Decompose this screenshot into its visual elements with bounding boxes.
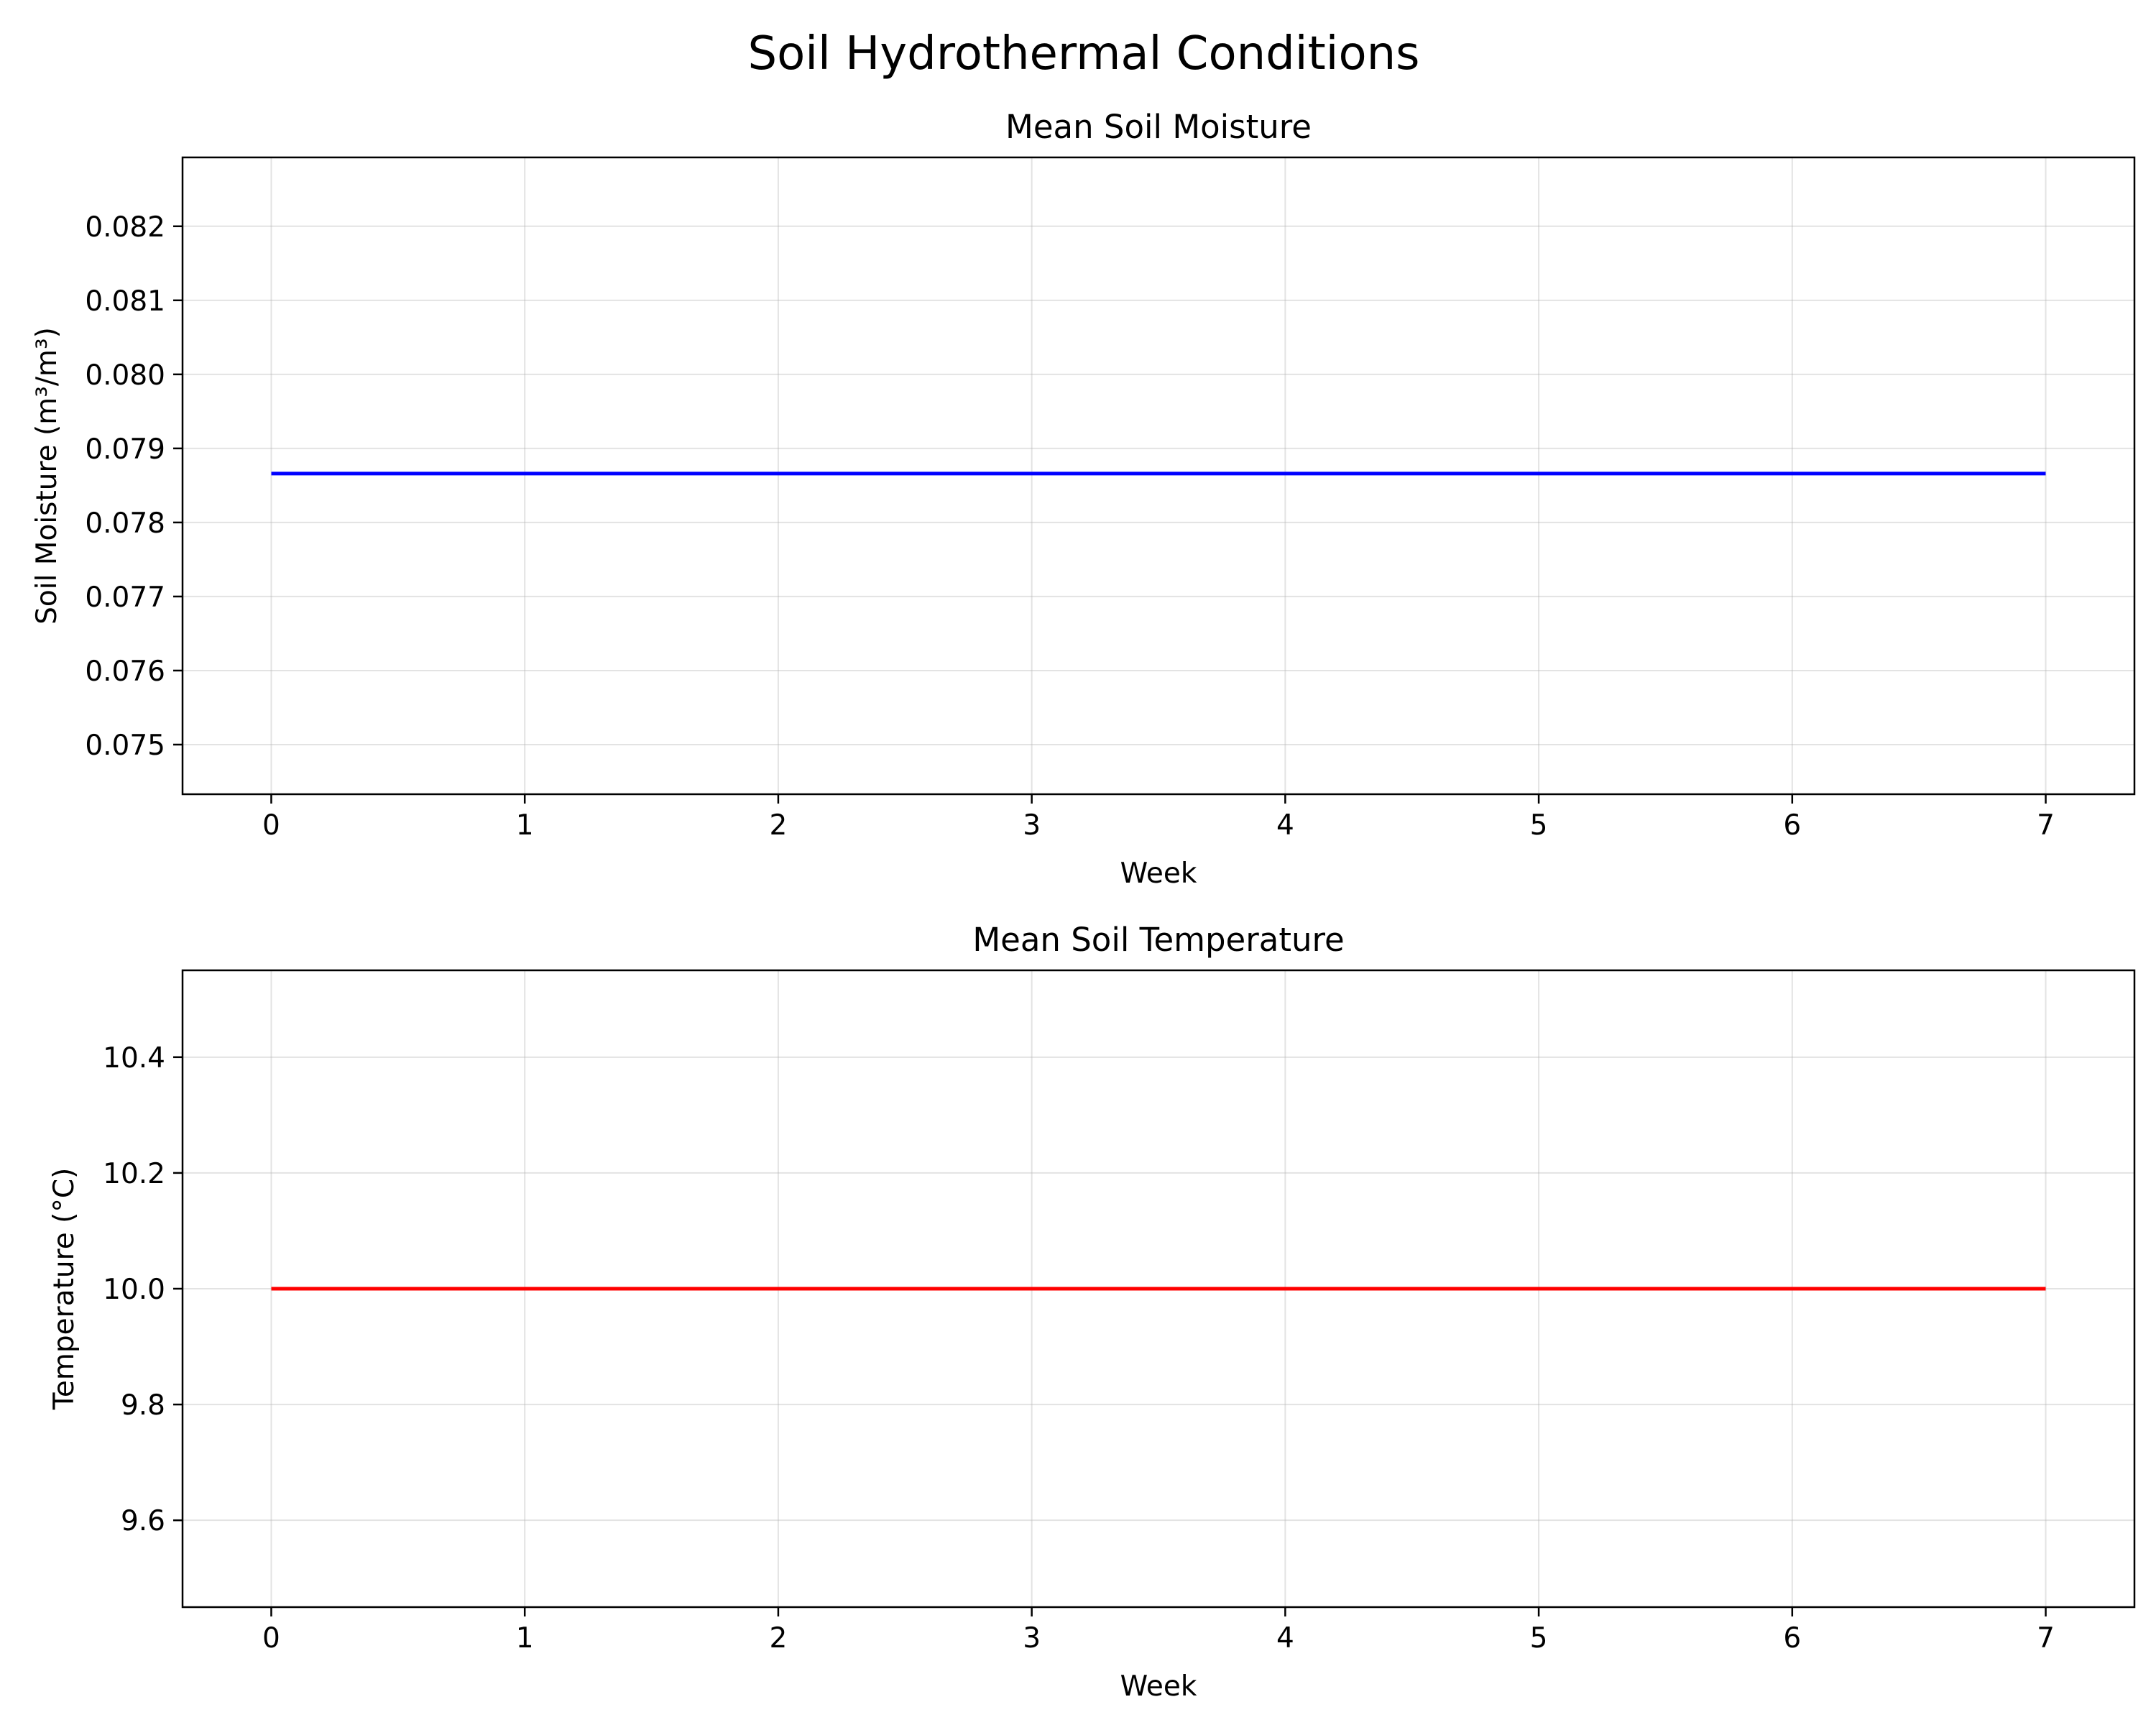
moisture-y-tick-label: 0.076 <box>85 656 165 688</box>
temperature-x-tick-label: 3 <box>1023 1622 1041 1655</box>
temperature-x-tick-label: 0 <box>262 1622 280 1655</box>
moisture-x-tick-label: 6 <box>1783 809 1801 842</box>
moisture-y-tick-label: 0.080 <box>85 359 165 392</box>
moisture-y-tick-label: 0.079 <box>85 433 165 466</box>
temperature-y-tick-label: 9.8 <box>121 1389 165 1422</box>
soil-moisture-chart: 0 1 2 3 4 5 6 7 0.075 0.076 0.077 0.078 0.079 0.080 0.… <box>31 108 2136 890</box>
temperature-x-tick-label: 6 <box>1783 1622 1801 1655</box>
temperature-x-tick-label: 7 <box>2037 1622 2055 1655</box>
moisture-y-tick-label: 0.081 <box>85 285 165 318</box>
figure-title: Soil Hydrothermal Conditions <box>747 27 1419 80</box>
moisture-y-tick-label: 0.077 <box>85 581 165 614</box>
moisture-y-tick-label: 0.082 <box>85 211 165 244</box>
temperature-y-tick-label: 10.2 <box>103 1158 165 1190</box>
moisture-x-tick-label: 4 <box>1276 809 1294 842</box>
moisture-x-axis-label: Week <box>1120 857 1197 890</box>
moisture-x-tick-label: 3 <box>1023 809 1041 842</box>
moisture-chart-title: Mean Soil Moisture <box>1005 108 1312 146</box>
moisture-x-tick-label: 0 <box>262 809 280 842</box>
temperature-y-tick-label: 10.0 <box>103 1274 165 1306</box>
moisture-x-tick-label: 5 <box>1530 809 1548 842</box>
moisture-x-tick-label: 1 <box>516 809 534 842</box>
temperature-y-tick-label: 10.4 <box>103 1042 165 1075</box>
temperature-y-axis-label: Temperature (°C) <box>48 1168 80 1411</box>
moisture-y-tick-label: 0.075 <box>85 730 165 762</box>
moisture-grid <box>183 157 2134 794</box>
moisture-y-tick-label: 0.078 <box>85 507 165 540</box>
temperature-x-tick-label: 2 <box>769 1622 787 1655</box>
soil-temperature-chart: 0 1 2 3 4 5 6 7 9.6 9.8 10.0 10.2 10.4 Mean Soil Tem… <box>48 921 2136 1703</box>
moisture-x-tick-label: 7 <box>2037 809 2055 842</box>
temperature-x-tick-label: 5 <box>1530 1622 1548 1655</box>
temperature-x-axis-label: Week <box>1120 1670 1197 1703</box>
moisture-x-tick-label: 2 <box>769 809 787 842</box>
temperature-y-tick-label: 9.6 <box>121 1505 165 1537</box>
moisture-ticks: 0 1 2 3 4 5 6 7 0.075 0.076 0.077 0.078 0.079 0.080 0.… <box>85 211 2055 842</box>
temperature-grid <box>183 970 2134 1607</box>
temperature-chart-title: Mean Soil Temperature <box>972 921 1344 959</box>
moisture-y-axis-label: Soil Moisture (m³/m³) <box>31 327 63 625</box>
temperature-ticks: 0 1 2 3 4 5 6 7 9.6 9.8 10.0 10.2 10.4 <box>103 1042 2055 1655</box>
temperature-x-tick-label: 1 <box>516 1622 534 1655</box>
moisture-axes-frame <box>181 156 2136 796</box>
temperature-x-tick-label: 4 <box>1276 1622 1294 1655</box>
